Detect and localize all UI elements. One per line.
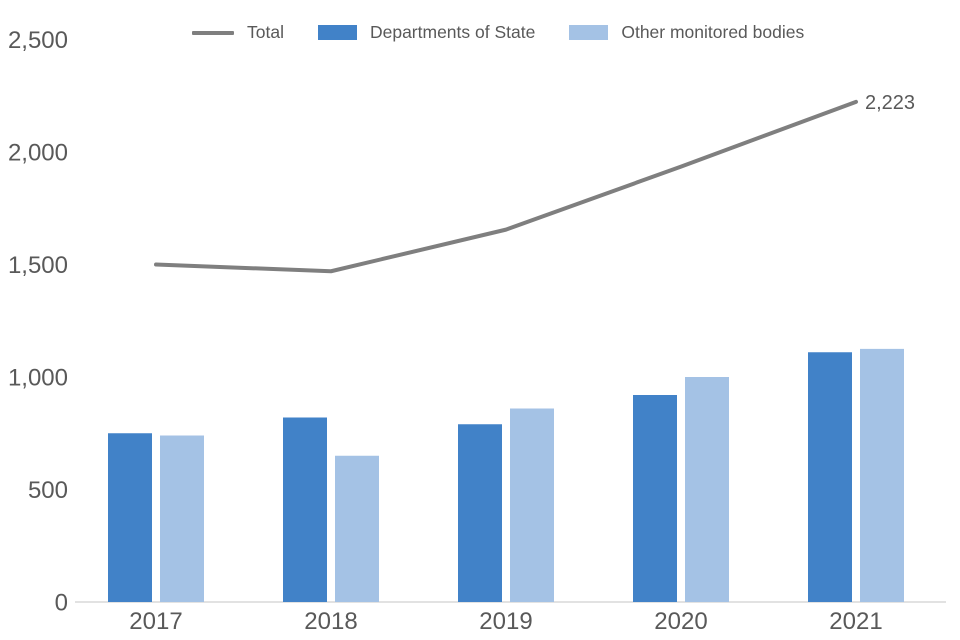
bar-other-monitored-bodies-2020 (685, 377, 729, 602)
bar-other-monitored-bodies-2019 (510, 408, 554, 602)
x-tick-label-2017: 2017 (129, 608, 182, 635)
legend-label-other-monitored-bodies: Other monitored bodies (621, 22, 805, 42)
x-tick-label-2020: 2020 (654, 608, 707, 635)
bar-departments-of-state-2020 (633, 395, 677, 602)
x-tick-label-2018: 2018 (304, 608, 357, 635)
chart-legend: Total Departments of State Other monitor… (192, 22, 804, 43)
other-monitored-bodies-swatch-icon (569, 25, 609, 40)
departments-of-state-swatch-icon (317, 25, 357, 40)
total-end-data-label: 2,223 (865, 92, 915, 114)
total-line (154, 99, 858, 274)
bar-departments-of-state-2021 (808, 352, 852, 602)
y-tick-label-2-000: 2,000 (8, 140, 68, 167)
bar-other-monitored-bodies-2021 (860, 348, 904, 602)
bar-departments-of-state-2019 (458, 424, 502, 602)
y-tick-label-500: 500 (28, 477, 68, 504)
y-tick-label-1-500: 1,500 (8, 252, 68, 279)
bar-departments-of-state-2017 (108, 433, 152, 602)
y-tick-label-2-500: 2,500 (8, 27, 68, 54)
y-tick-label-0: 0 (55, 590, 68, 617)
x-tick-label-2019: 2019 (479, 608, 532, 635)
x-tick-label-2021: 2021 (829, 608, 882, 635)
bar-departments-of-state-2018 (283, 417, 327, 602)
legend-item-other-monitored-bodies: Other monitored bodies (569, 22, 804, 43)
total-line-swatch-icon (192, 30, 234, 35)
legend-label-total: Total (247, 22, 284, 42)
bar-other-monitored-bodies-2018 (335, 455, 379, 602)
legend-item-total: Total (192, 22, 284, 43)
bar-other-monitored-bodies-2017 (160, 435, 204, 602)
legend-label-departments-of-state: Departments of State (369, 22, 536, 42)
legend-item-departments-of-state: Departments of State (317, 22, 536, 43)
y-tick-label-1-000: 1,000 (8, 365, 68, 392)
